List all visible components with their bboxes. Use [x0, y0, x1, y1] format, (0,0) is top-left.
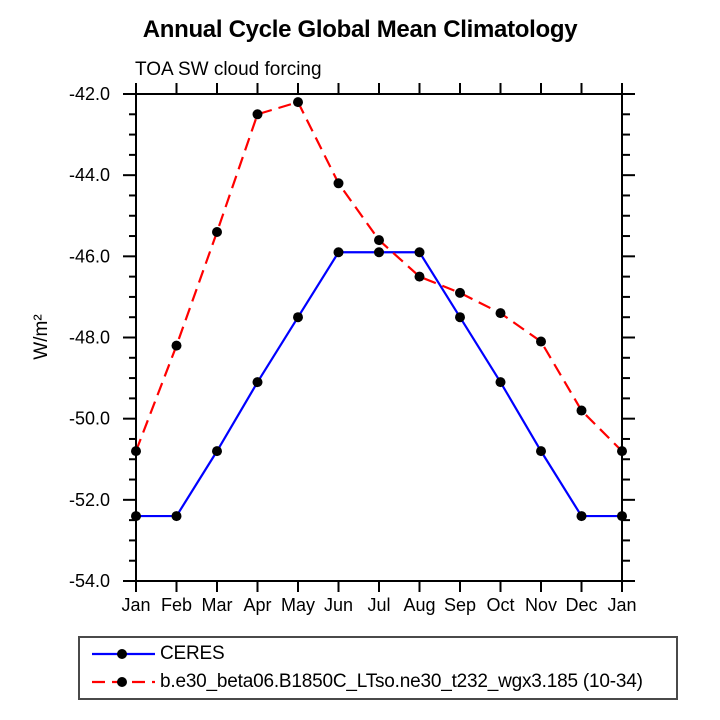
x-tick-label: Jul — [367, 595, 390, 615]
legend-sample-marker — [117, 648, 127, 659]
data-point-marker — [293, 312, 303, 323]
data-point-marker — [617, 511, 627, 522]
x-axis-tick-labels: Jan Feb Mar Apr May Jun Jul Aug Sep Oct Nov Dec Jan — [121, 595, 636, 615]
data-point-marker — [252, 109, 263, 120]
data-point-marker — [131, 511, 141, 522]
legend-row-model: b.e30_beta06.B1850C_LTso.ne30_t232_wgx3.… — [80, 669, 676, 695]
data-point-marker — [212, 226, 222, 237]
data-point-marker — [252, 377, 263, 388]
series-line-0 — [136, 251, 622, 518]
x-tick-label: Jun — [324, 595, 353, 615]
data-point-marker — [536, 336, 546, 347]
legend-row-ceres: CERES — [80, 641, 676, 667]
axis-ticks — [123, 83, 635, 592]
data-point-marker — [293, 97, 303, 108]
data-point-marker — [212, 446, 222, 457]
legend-line-sample-model — [92, 677, 155, 688]
data-point-marker — [495, 308, 506, 319]
data-point-marker — [495, 377, 506, 388]
legend-line-sample-ceres — [92, 648, 155, 659]
x-tick-label: Sep — [444, 595, 476, 615]
data-point-marker — [333, 178, 344, 189]
y-axis-unit-label: W/m² — [31, 314, 52, 359]
series-markers — [131, 97, 627, 522]
x-tick-label: May — [281, 595, 315, 615]
data-point-marker — [576, 511, 587, 522]
data-point-marker — [536, 446, 546, 457]
x-tick-label: Jan — [607, 595, 636, 615]
data-point-marker — [455, 287, 465, 298]
chart-title: Annual Cycle Global Mean Climatology — [142, 16, 578, 43]
data-point-marker — [455, 312, 465, 323]
y-axis-tick-labels: -42.0 -44.0 -46.0 -48.0 -50.0 -52.0 -54.0 — [69, 84, 110, 591]
data-point-marker — [576, 405, 587, 416]
x-tick-label: Jan — [121, 595, 150, 615]
data-point-marker — [333, 247, 344, 258]
x-tick-label: Apr — [243, 595, 271, 615]
chart-subtitle: TOA SW cloud forcing — [135, 59, 322, 80]
data-point-marker — [414, 271, 425, 282]
y-tick-label: -46.0 — [69, 246, 110, 266]
legend-label-model: b.e30_beta06.B1850C_LTso.ne30_t232_wgx3.… — [160, 671, 643, 693]
data-point-marker — [171, 511, 182, 522]
y-tick-label: -52.0 — [69, 490, 110, 510]
data-point-marker — [374, 235, 384, 246]
data-point-marker — [617, 446, 627, 457]
series-lines — [134, 100, 623, 518]
y-tick-label: -44.0 — [69, 165, 110, 185]
legend: CERES b.e30_beta06.B1850C_LTso.ne30_t232… — [78, 636, 678, 700]
series-line-1 — [134, 100, 623, 452]
x-tick-label: Feb — [161, 595, 192, 615]
x-tick-label: Aug — [403, 595, 435, 615]
x-tick-label: Mar — [202, 595, 233, 615]
y-tick-label: -50.0 — [69, 409, 110, 429]
x-tick-label: Nov — [525, 595, 557, 615]
legend-label-ceres: CERES — [160, 642, 225, 664]
data-point-marker — [414, 247, 425, 258]
legend-sample-marker — [117, 677, 127, 688]
data-point-marker — [171, 340, 182, 351]
y-tick-label: -48.0 — [69, 328, 110, 348]
y-tick-label: -42.0 — [69, 84, 110, 104]
plot-frame — [135, 93, 623, 582]
data-point-marker — [374, 247, 384, 258]
x-tick-label: Dec — [565, 595, 597, 615]
y-tick-label: -54.0 — [69, 571, 110, 591]
x-tick-label: Oct — [486, 595, 514, 615]
data-point-marker — [131, 446, 141, 457]
